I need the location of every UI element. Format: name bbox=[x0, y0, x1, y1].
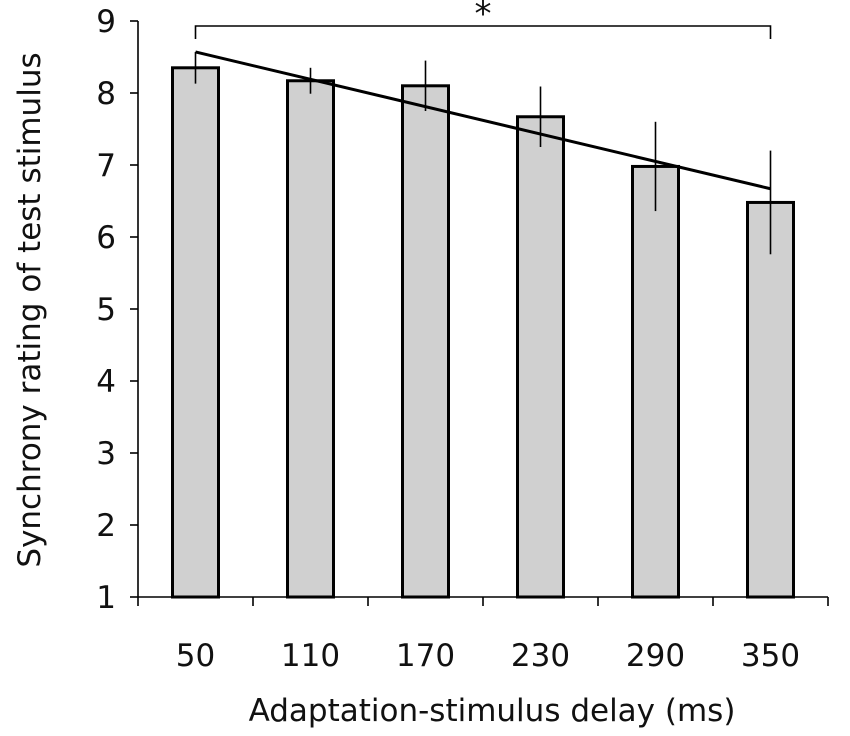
y-tick-label-3: 3 bbox=[96, 436, 116, 472]
y-tick-label-1: 1 bbox=[96, 580, 116, 616]
y-tick-label-7: 7 bbox=[96, 148, 116, 184]
significance-label: * bbox=[475, 0, 492, 34]
y-tick-label-6: 6 bbox=[96, 220, 116, 256]
trend-line bbox=[195, 50, 771, 191]
x-tick-label-290: 290 bbox=[626, 638, 685, 674]
bar-50 bbox=[171, 66, 220, 599]
bar-230 bbox=[516, 115, 565, 599]
x-tick-label-350: 350 bbox=[741, 638, 800, 674]
error-bars bbox=[194, 51, 772, 255]
x-tick-label-170: 170 bbox=[396, 638, 455, 674]
bar-110 bbox=[286, 79, 335, 599]
x-tick-label-230: 230 bbox=[511, 638, 570, 674]
bars bbox=[171, 66, 795, 599]
y-tick-label-4: 4 bbox=[96, 364, 116, 400]
axes bbox=[130, 20, 829, 606]
y-axis-title: Synchrony rating of test stimulus bbox=[12, 52, 48, 567]
x-tick-label-50: 50 bbox=[176, 638, 215, 674]
overlays: * bbox=[194, 0, 772, 191]
significance-bracket bbox=[194, 25, 772, 39]
tick-labels: 1 2 3 4 5 6 7 8 9 50 110 170 230 290 350 bbox=[96, 4, 800, 674]
bar-350 bbox=[746, 200, 795, 599]
bar-170 bbox=[401, 84, 450, 599]
x-tick-label-110: 110 bbox=[281, 638, 340, 674]
bar-290 bbox=[631, 164, 680, 599]
y-tick-label-2: 2 bbox=[96, 508, 116, 544]
y-tick-label-8: 8 bbox=[96, 76, 116, 112]
x-axis-title: Adaptation-stimulus delay (ms) bbox=[249, 693, 736, 729]
y-tick-label-9: 9 bbox=[96, 4, 116, 40]
y-tick-label-5: 5 bbox=[96, 292, 116, 328]
